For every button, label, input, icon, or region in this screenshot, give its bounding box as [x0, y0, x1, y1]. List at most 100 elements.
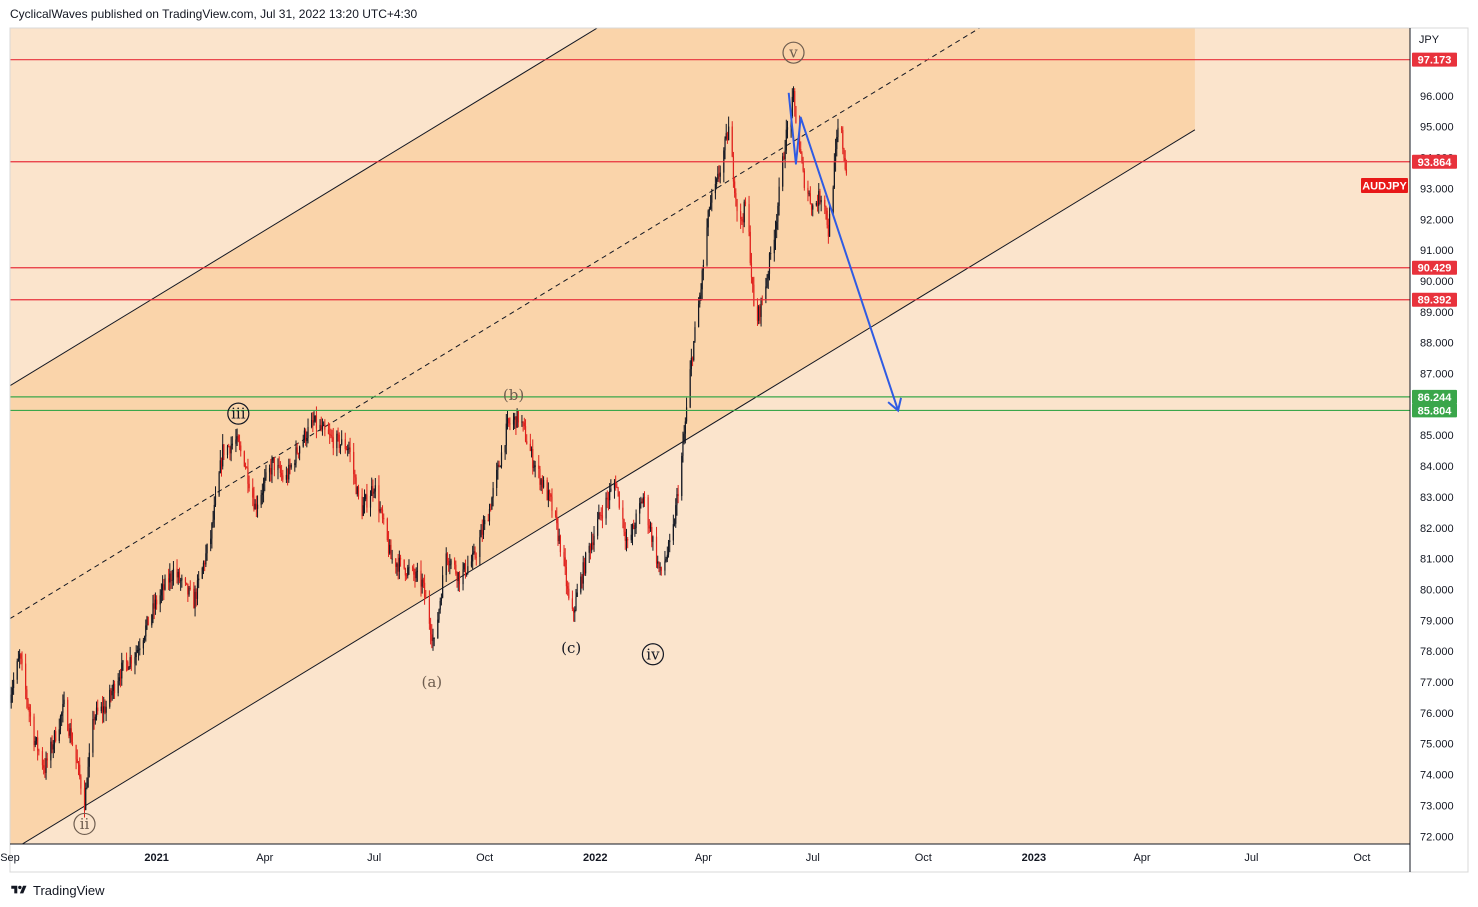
footer-brand[interactable]: TradingView — [10, 880, 105, 900]
candle — [169, 563, 171, 591]
candle-body — [538, 465, 540, 469]
price-badge-bg — [1412, 260, 1457, 275]
candle-body — [580, 576, 582, 593]
candle — [315, 406, 318, 439]
candle-body — [437, 619, 439, 638]
candle-body — [665, 559, 667, 562]
candle — [119, 668, 122, 688]
candle-body — [356, 487, 358, 495]
candle-body — [237, 436, 239, 442]
candle-body — [802, 161, 804, 171]
candle — [711, 188, 713, 212]
candle — [500, 445, 503, 469]
time-axis-bg — [10, 844, 1410, 872]
candle-body — [655, 536, 658, 564]
candle — [714, 176, 717, 200]
candle-body — [170, 573, 172, 581]
candle-body — [79, 764, 81, 777]
candle-body — [156, 599, 158, 605]
candle-body — [647, 497, 649, 526]
candle-body — [593, 535, 595, 546]
candle — [177, 568, 179, 585]
candle-body — [235, 439, 237, 444]
candle — [526, 434, 528, 445]
candle-body — [565, 567, 567, 587]
candle — [554, 510, 557, 518]
candle — [725, 123, 727, 141]
candle — [226, 444, 229, 459]
candle — [532, 439, 534, 475]
candle-body — [378, 485, 380, 512]
candle-body — [649, 526, 652, 529]
candle — [800, 141, 802, 154]
candle — [634, 522, 636, 537]
candle — [244, 462, 247, 470]
candle-body — [172, 568, 175, 580]
candle-body — [80, 776, 82, 789]
candle-body — [711, 193, 713, 203]
candle — [701, 268, 703, 300]
candle — [294, 459, 296, 472]
candle-body — [700, 289, 702, 296]
candle-body — [111, 690, 113, 696]
candle-body — [391, 558, 393, 560]
candle — [272, 456, 274, 464]
candle-body — [613, 483, 616, 489]
candle-body — [117, 680, 119, 694]
candle-body — [154, 599, 157, 609]
candle — [791, 88, 793, 119]
candle — [151, 613, 153, 628]
candle-body — [271, 460, 273, 475]
candle-body — [405, 575, 408, 577]
candle-body — [643, 497, 646, 498]
candle-body — [87, 766, 89, 788]
candle — [642, 493, 644, 508]
candle — [331, 429, 333, 443]
candle-body — [456, 573, 458, 582]
candle — [592, 533, 594, 550]
candle-body — [163, 584, 165, 590]
candle — [694, 321, 696, 343]
candle — [380, 507, 382, 514]
candle — [583, 557, 586, 576]
candle — [390, 539, 392, 560]
candle-body — [135, 652, 137, 658]
candle — [189, 580, 191, 591]
candle — [462, 562, 464, 591]
candle-body — [193, 588, 195, 609]
candle — [571, 590, 574, 612]
candle-body — [88, 752, 90, 767]
candle — [411, 565, 414, 572]
candle — [296, 443, 298, 455]
candle-body — [526, 441, 528, 444]
candle-body — [95, 707, 98, 717]
candle — [524, 419, 527, 443]
candle-body — [726, 133, 729, 141]
candle — [785, 119, 787, 155]
candle-body — [462, 569, 464, 585]
candle — [255, 495, 257, 517]
candle — [810, 203, 813, 216]
candle-body — [583, 562, 586, 574]
candle — [238, 434, 241, 451]
candle-body — [319, 425, 321, 429]
candle — [522, 421, 524, 432]
candle — [736, 198, 738, 222]
candle — [609, 483, 611, 510]
candle-body — [652, 536, 654, 542]
candle-body — [576, 592, 578, 597]
candle — [336, 430, 338, 457]
candle — [113, 680, 116, 700]
price-badge-86.244: 86.244 — [1412, 389, 1457, 404]
candle-body — [142, 640, 144, 649]
candle-body — [843, 148, 845, 159]
candle-body — [37, 737, 39, 751]
candle — [381, 505, 384, 524]
candle — [196, 574, 199, 606]
candle — [718, 164, 720, 183]
candle — [260, 489, 262, 508]
candle — [533, 460, 535, 472]
candle-body — [480, 529, 482, 538]
candle-body — [313, 421, 315, 423]
